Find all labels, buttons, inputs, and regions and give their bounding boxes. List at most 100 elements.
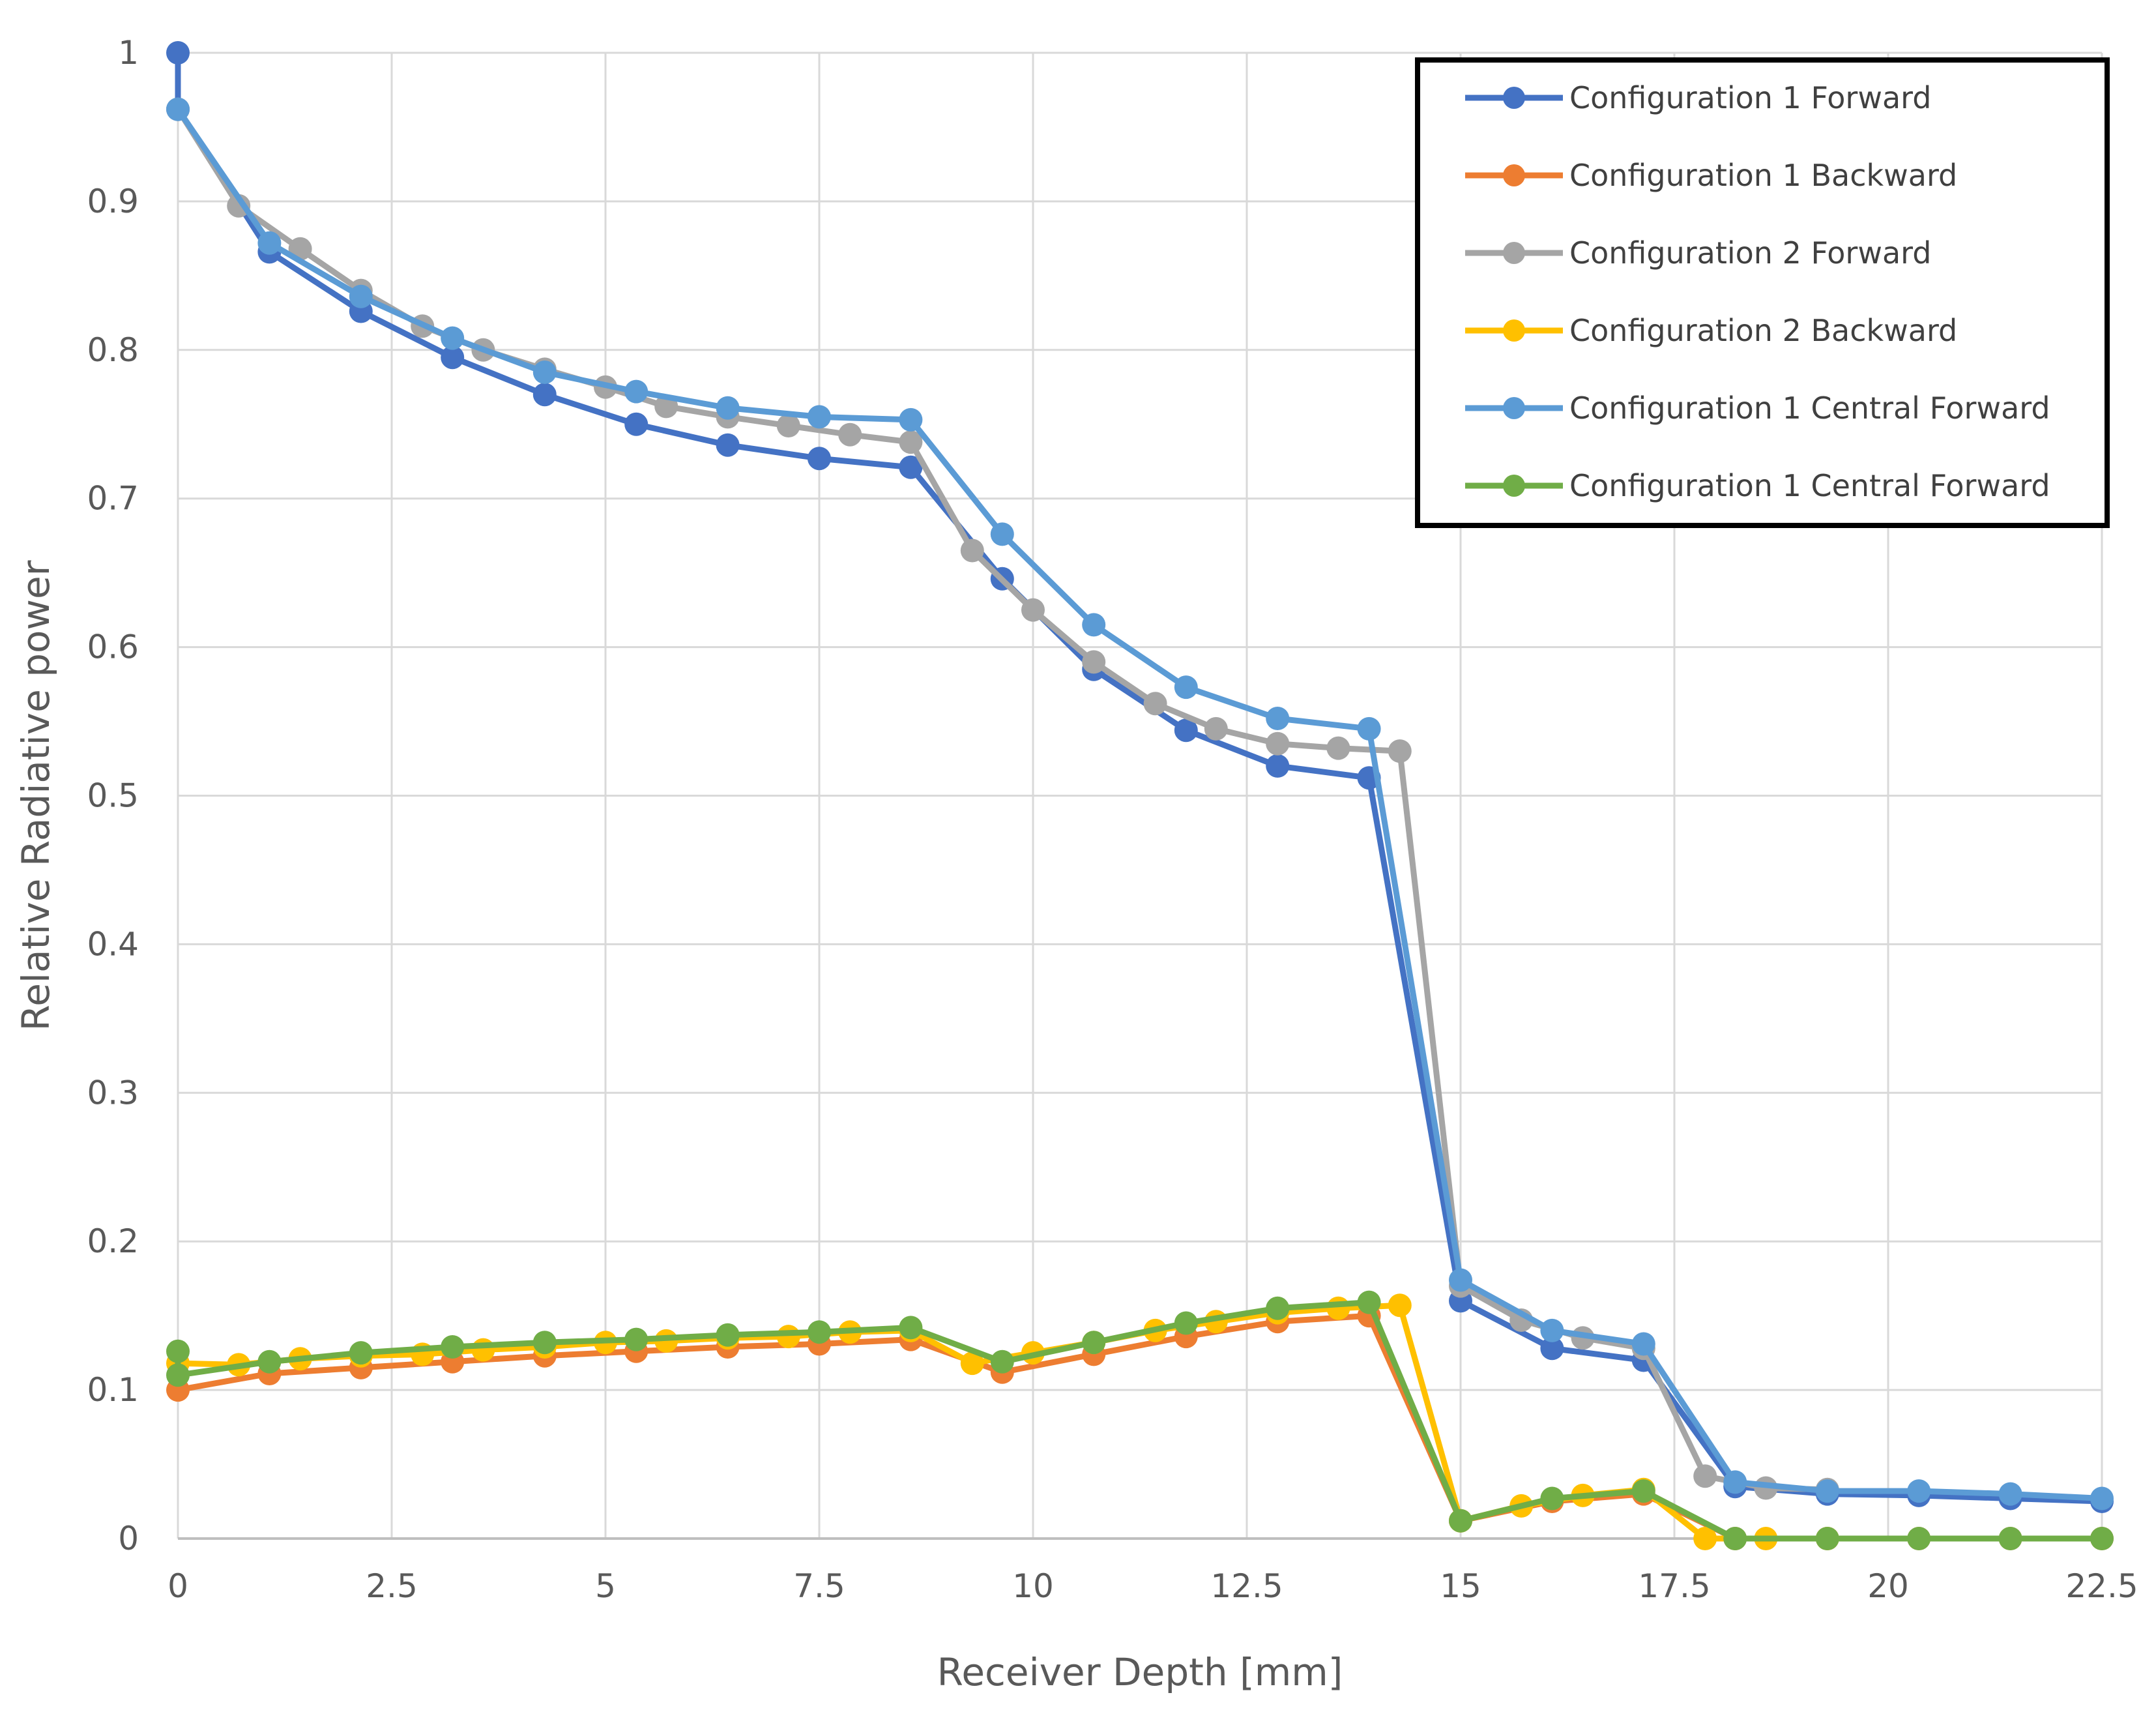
y-tick-label: 0.2 xyxy=(87,1222,139,1260)
legend-label: Configuration 2 Forward xyxy=(1569,235,1931,271)
x-axis-title: Receiver Depth [mm] xyxy=(937,1650,1343,1694)
series-6 xyxy=(166,1290,2114,1550)
data-point xyxy=(349,1341,373,1365)
data-point xyxy=(2090,1486,2114,1511)
data-point xyxy=(1082,650,1106,674)
legend-item: Configuration 2 Forward xyxy=(1465,235,1931,271)
data-point xyxy=(808,1320,831,1344)
legend-swatch-marker xyxy=(1503,319,1525,342)
y-axis-title: Relative Radiative power xyxy=(14,560,58,1031)
data-point xyxy=(776,414,800,437)
legend-swatch-marker xyxy=(1503,164,1525,186)
legend-box xyxy=(1415,57,2110,528)
data-point xyxy=(1082,613,1106,637)
data-point xyxy=(899,430,923,454)
data-point xyxy=(1204,716,1228,741)
data-point xyxy=(1174,675,1198,700)
data-point xyxy=(1388,1293,1412,1318)
data-point xyxy=(1693,1527,1717,1550)
data-point xyxy=(1998,1482,2022,1506)
legend: Configuration 1 Forward Configuration 1 B… xyxy=(1415,57,2110,528)
data-point xyxy=(1388,739,1412,763)
data-point xyxy=(166,97,190,121)
data-point xyxy=(349,284,373,308)
y-tick-label: 0.8 xyxy=(87,331,139,369)
x-tick-label: 2.5 xyxy=(366,1567,418,1605)
legend-item: Configuration 1 Backward xyxy=(1465,158,1957,193)
x-tick-label: 12.5 xyxy=(1210,1567,1283,1605)
data-point xyxy=(624,412,648,436)
x-tick-label: 22.5 xyxy=(2065,1567,2138,1605)
data-point xyxy=(624,379,648,404)
data-point xyxy=(2090,1527,2114,1550)
data-point xyxy=(960,1351,984,1376)
x-tick-label: 10 xyxy=(1012,1567,1054,1605)
data-point xyxy=(257,231,282,255)
y-tick-label: 0.1 xyxy=(87,1371,139,1409)
data-point xyxy=(990,522,1014,546)
axes: 0 2.5 5 7.5 10 12.5 15 17.5 20 22.5 0 0.1 0.2 0.3 0.4 0… xyxy=(87,34,2138,1605)
legend-item: Configuration 2 Backward xyxy=(1465,313,1957,348)
data-point xyxy=(1266,754,1290,778)
data-point xyxy=(1143,692,1167,716)
x-tick-label: 5 xyxy=(595,1567,616,1605)
data-point xyxy=(776,1325,800,1349)
data-point xyxy=(532,383,557,407)
series-line xyxy=(175,106,2105,1501)
legend-swatch-marker xyxy=(1503,475,1525,497)
data-point xyxy=(1998,1527,2022,1550)
data-point xyxy=(441,326,465,350)
data-point xyxy=(532,1331,557,1355)
data-point xyxy=(960,538,984,563)
legend-label: Configuration 2 Backward xyxy=(1569,313,1957,348)
y-tick-label: 0.6 xyxy=(87,628,139,666)
y-tick-label: 0.7 xyxy=(87,480,139,518)
data-point xyxy=(808,447,831,471)
x-tick-label: 17.5 xyxy=(1638,1567,1710,1605)
data-point xyxy=(166,41,190,65)
legend-item: Configuration 1 Central Forward xyxy=(1465,391,2050,426)
y-tick-label: 0.3 xyxy=(87,1074,139,1112)
series-5 xyxy=(166,97,2114,1511)
x-tick-label: 20 xyxy=(1867,1567,1909,1605)
legend-swatch-marker xyxy=(1503,242,1525,264)
data-point xyxy=(1540,1318,1564,1342)
data-point xyxy=(624,1327,648,1351)
data-point xyxy=(1082,1331,1106,1355)
data-point xyxy=(1631,1332,1655,1356)
data-point xyxy=(1631,1479,1655,1503)
data-point xyxy=(716,1323,740,1347)
legend-swatch-marker xyxy=(1503,397,1525,419)
y-tick-label: 0.4 xyxy=(87,925,139,963)
data-point xyxy=(471,1338,495,1362)
data-point xyxy=(1021,598,1045,622)
data-point xyxy=(1723,1470,1747,1494)
data-point xyxy=(1449,1509,1472,1533)
data-point xyxy=(1266,731,1290,756)
legend-label: Configuration 1 Central Forward xyxy=(1569,468,2050,503)
x-tick-label: 15 xyxy=(1440,1567,1481,1605)
x-tick-label: 7.5 xyxy=(793,1567,845,1605)
data-point xyxy=(166,1363,190,1387)
data-point xyxy=(441,1335,465,1359)
data-point xyxy=(899,455,923,479)
data-point xyxy=(257,1349,282,1374)
legend-label: Configuration 1 Forward xyxy=(1569,80,1931,115)
data-point xyxy=(716,396,740,420)
x-tick-label: 0 xyxy=(168,1567,188,1605)
y-tick-label: 0.5 xyxy=(87,777,139,815)
data-point xyxy=(1174,718,1198,743)
series-group xyxy=(166,41,2114,1550)
data-point xyxy=(1174,1311,1198,1335)
legend-label: Configuration 1 Backward xyxy=(1569,158,1957,193)
data-point xyxy=(808,405,831,429)
data-point xyxy=(166,1339,190,1363)
data-point xyxy=(1540,1336,1564,1361)
data-point xyxy=(899,407,923,432)
data-point xyxy=(1326,1296,1350,1320)
y-tick-label: 0 xyxy=(118,1520,139,1557)
data-point xyxy=(838,422,862,447)
y-tick-label: 0.9 xyxy=(87,183,139,220)
data-point xyxy=(899,1316,923,1340)
